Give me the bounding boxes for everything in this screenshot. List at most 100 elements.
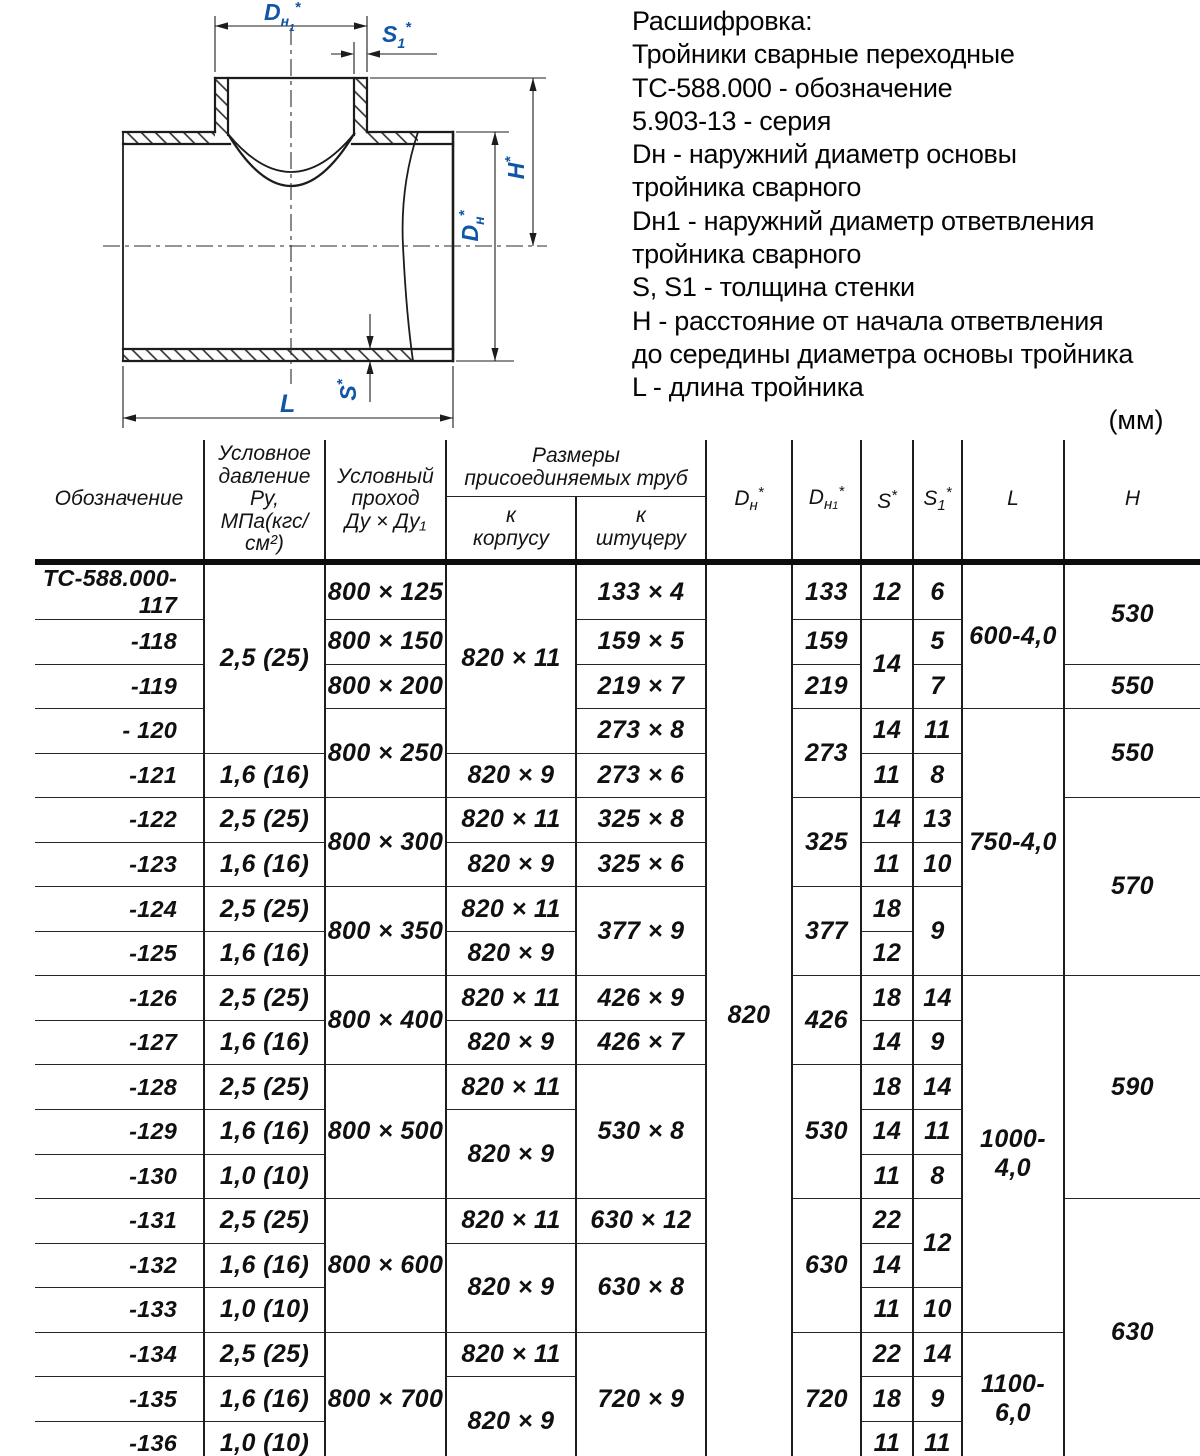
cell-s1: 14: [912, 975, 963, 1021]
cell-pass: 800 × 250: [324, 708, 447, 799]
cell-designation: -121: [35, 752, 205, 799]
cell-body: 820 × 9: [445, 930, 577, 977]
table-row: -122 2,5 (25) 800 × 300 820 × 11 325 × 8…: [35, 797, 1200, 977]
table-row: -133 1,0 (10) 11 10: [35, 1287, 1200, 1333]
cell-pressure: 1,0 (10): [203, 1153, 326, 1200]
cell-branch: 219 × 7: [575, 663, 707, 710]
cell-branch: 720 × 9: [575, 1331, 707, 1456]
table-row: -121 1,6 (16) 820 × 9 273 × 6 11 8: [35, 752, 1200, 799]
cell-s: 14: [860, 618, 914, 710]
cell-s: 11: [860, 752, 914, 799]
col-header-to-branch: к штуцеру: [575, 496, 707, 565]
cell-pressure: 2,5 (25): [203, 797, 326, 843]
cell-s1: 11: [912, 1109, 963, 1155]
cell-body: 820 × 9: [445, 841, 577, 888]
table-row: -131 2,5 (25) 800 × 600 820 × 11 630 × 1…: [35, 1198, 1200, 1456]
legend-line: S, S1 - толщина стенки: [632, 272, 915, 303]
cell-designation: -129: [35, 1109, 205, 1155]
table-row: -130 1,0 (10) 11 8: [35, 1153, 1200, 1200]
cell-pressure: 2,5 (25): [203, 1198, 326, 1244]
col-header-pipe-sizes: Размеры присоединяемых труб: [445, 440, 707, 497]
cell-h: 590: [1063, 975, 1200, 1200]
cell-h: 550: [1063, 708, 1200, 799]
cell-designation: -118: [35, 619, 205, 665]
cell-body: 820 × 9: [445, 752, 577, 799]
col-header-l: L: [961, 440, 1065, 565]
cell-s1: 11: [912, 1420, 963, 1456]
cell-s1: 9: [912, 886, 963, 977]
cell-branch: 273 × 8: [575, 708, 707, 754]
cell-body: 820 × 9: [445, 1242, 577, 1333]
cell-s: 14: [860, 1109, 914, 1155]
cell-designation: -132: [35, 1242, 205, 1289]
cell-h: 630: [1063, 1198, 1200, 1456]
cell-pressure: 1,6 (16): [203, 1019, 326, 1066]
table-row: -134 2,5 (25) 800 × 700 820 × 11 720 × 9…: [35, 1331, 1200, 1456]
cell-s: 12: [860, 561, 914, 620]
table-row: -136 1,0 (10) 11 11: [35, 1420, 1200, 1456]
dimension-arrows: [123, 22, 537, 422]
table-row: -135 1,6 (16) 820 × 9 18 9: [35, 1376, 1200, 1456]
cell-pressure: 1,6 (16): [203, 1109, 326, 1155]
col-header-pass: Условный проход Ду × Ду₁: [324, 440, 447, 565]
pipe-outline: [121, 76, 455, 363]
table-row: -118 800 × 150 159 × 5 159 14 5: [35, 618, 1200, 710]
cell-s: 22: [860, 1331, 914, 1378]
cell-designation: - 120: [35, 708, 205, 754]
cell-pressure: 1,6 (16): [203, 1242, 326, 1289]
legend-line: до середины диаметра основы тройника: [632, 338, 1134, 369]
cell-s1: 8: [912, 1153, 963, 1200]
cell-body: 820 × 11: [445, 561, 577, 754]
break-line: [401, 130, 420, 363]
label-dn: Dн*: [456, 209, 487, 241]
cell-dn1: 720: [791, 1331, 862, 1456]
cell-body: 820 × 9: [445, 1376, 577, 1456]
cell-s1: 13: [912, 797, 963, 843]
legend-text: Расшифровка: Тройники сварные переходные…: [632, 5, 1194, 405]
cell-s1: 9: [912, 1019, 963, 1066]
col-header-s1: S1*: [912, 440, 963, 565]
legend-line: Dн - наружний диаметр основы: [632, 139, 1017, 170]
cell-designation: -126: [35, 975, 205, 1021]
cell-h: 530: [1063, 561, 1200, 665]
cell-l: 750-4,0: [961, 708, 1065, 977]
cell-dn1: 377: [791, 886, 862, 977]
legend-line: тройника сварного: [632, 239, 862, 270]
cell-pass: 800 × 125: [324, 561, 447, 620]
cell-branch: 630 × 12: [575, 1198, 707, 1244]
cell-dn1: 530: [791, 1064, 862, 1200]
cell-s: 12: [860, 930, 914, 977]
cell-pressure: 2,5 (25): [203, 561, 326, 754]
cell-l: 600-4,0: [961, 561, 1065, 710]
cell-s1: 6: [912, 561, 963, 620]
cell-s1: 12: [912, 1198, 963, 1289]
table-row: - 120 800 × 250 273 × 8 273 14 11 750-4,…: [35, 708, 1200, 977]
cell-s: 11: [860, 841, 914, 888]
cell-body: 820 × 11: [445, 886, 577, 932]
col-header-dn1: Dн1*: [791, 440, 862, 565]
cell-dn1: 630: [791, 1198, 862, 1333]
cell-s: 11: [860, 1287, 914, 1333]
cell-s: 11: [860, 1420, 914, 1456]
cell-s: 14: [860, 1242, 914, 1289]
legend-line: ТС-588.000 - обозначение: [632, 72, 953, 103]
cell-pressure: 1,6 (16): [203, 752, 326, 799]
cell-designation: -123: [35, 841, 205, 888]
cell-l: 1100-6,0: [961, 1331, 1065, 1456]
cell-s1: 10: [912, 1287, 963, 1333]
cell-branch: 273 × 6: [575, 752, 707, 799]
cell-branch: 426 × 9: [575, 975, 707, 1021]
cell-body: 820 × 9: [445, 1109, 577, 1200]
cell-pressure: 1,0 (10): [203, 1287, 326, 1333]
cell-branch: 630 × 8: [575, 1242, 707, 1333]
cell-s1: 10: [912, 841, 963, 888]
cell-s: 14: [860, 797, 914, 843]
cell-designation: -127: [35, 1019, 205, 1066]
table-row: ТС-588.000-117 2,5 (25) 800 × 125 820 × …: [35, 561, 1200, 1456]
cell-s1: 5: [912, 619, 963, 665]
legend-line: 5.903-13 - серия: [632, 105, 832, 136]
cell-body: 820 × 11: [445, 1198, 577, 1244]
cell-branch: 530 × 8: [575, 1064, 707, 1200]
cell-pressure: 1,6 (16): [203, 841, 326, 888]
cell-designation: -131: [35, 1198, 205, 1244]
